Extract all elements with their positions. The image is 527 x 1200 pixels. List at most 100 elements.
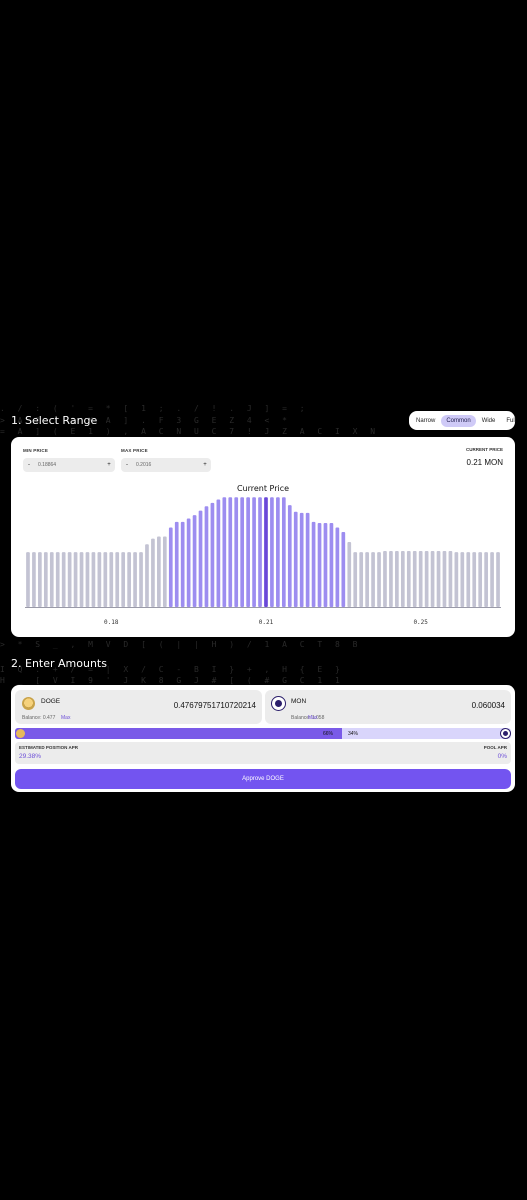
token-a-amount-input[interactable]: 0.47679751710720214 [173,701,256,710]
range-card: MIN PRICE - 0.18864 + MAX PRICE - 0.2016… [11,437,515,637]
token-b-max-button[interactable]: Max [308,715,318,721]
chart-bar [228,497,233,607]
chart-bar [430,551,435,607]
amount-card: DOGE 0.47679751710720214 Balance: 0.477 … [11,685,515,792]
token-b-amount-input[interactable]: 0.060034 [471,701,505,710]
chart-bar [192,515,197,607]
chart-bar [442,551,447,607]
matrix-row: . / : ( ' = * [ 1 ; . / ! . J ] = ; [0,404,309,413]
max-price-stepper: - 0.2016 + [121,458,211,472]
chart-bar [281,497,286,607]
chart-bar [389,551,393,607]
tab-narrow[interactable]: Narrow [416,417,436,424]
chart-bar [412,551,417,607]
min-price-increment-button[interactable]: + [107,462,111,468]
chart-bar [341,531,346,607]
max-price-label: MAX PRICE [121,448,148,453]
chart-bar [73,552,78,607]
tab-common[interactable]: Common [441,414,476,427]
chart-bar [460,552,465,607]
chart-bar [246,497,250,607]
chart-bar [61,552,66,607]
tab-wide[interactable]: Wide [481,417,496,424]
chart-bar [264,497,268,607]
chart-bar [377,552,381,607]
token-b-box[interactable]: MON 0.060034 Balance: 1.058 Max [265,690,511,724]
chart-title: Current Price [236,484,290,493]
max-price-decrement-button[interactable]: - [126,462,128,468]
chart-bar [383,551,387,607]
x-tick-label: 0.18 [104,619,119,626]
mon-icon [272,697,285,710]
chart-bar [240,497,245,607]
chart-bar [198,510,203,607]
chart-bar [305,512,310,607]
matrix-row: H _ [ V I 9 ' J K 8 G J # [ ( # G C 1 1 [0,676,344,685]
chart-bar [79,552,84,607]
min-price-input[interactable]: 0.18864 [38,462,57,468]
apr-row: ESTIMATED POSITION APR 29.38% POOL APR 0… [15,742,511,764]
ratio-right-percent: 34% [348,731,359,737]
max-price-increment-button[interactable]: + [203,462,207,468]
pool-apr-value: 0% [497,753,507,760]
chart-bar [478,552,483,607]
min-price-label: MIN PRICE [23,448,49,453]
chart-bar [38,552,42,607]
ratio-slider[interactable] [15,728,511,739]
chart-bar [293,511,298,607]
chart-bar [448,551,453,607]
chart-bar [168,527,173,607]
token-a-box[interactable]: DOGE 0.47679751710720214 Balance: 0.477 … [15,690,262,724]
chart-bar [400,551,405,607]
chart-bar [424,551,429,607]
chart-bar [151,538,155,607]
estimated-apr-value: 29.38% [19,753,42,760]
x-tick-label: 0.21 [258,619,274,626]
min-price-decrement-button[interactable]: - [28,462,30,468]
chart-bar [127,552,131,607]
tab-full[interactable]: Full [506,417,517,424]
chart-bar [490,552,494,607]
chart-bar [329,523,334,607]
chart-bar [115,552,120,607]
chart-bar [121,552,126,607]
chart-bar [26,552,30,607]
token-a-max-button[interactable]: Max [61,715,71,721]
chart-bar [103,552,108,607]
chart-bar [109,552,114,607]
chart-bar [311,521,316,607]
approve-button[interactable]: Approve DOGE [15,769,511,789]
chart-bar [49,552,54,607]
chart-bar [323,523,328,607]
chart-bar [234,497,239,607]
chart-bar [157,536,161,607]
range-preset-tabs: Narrow Common Wide Full [409,411,516,430]
chart-bar [204,506,209,607]
chart-bar [359,552,364,607]
chart-bar [365,552,369,607]
chart-bar [43,552,48,607]
section-title-enter-amounts: 2. Enter Amounts [11,657,107,670]
chart-bar [174,521,179,607]
chart-bar [454,552,459,607]
liquidity-chart[interactable] [11,477,515,612]
chart-bar [97,552,102,607]
chart-bar [55,552,60,607]
chart-bar [32,552,36,607]
ratio-left-percent: 66% [323,731,334,737]
token-b-symbol: MON [291,698,307,705]
chart-bar [335,527,340,607]
chart-bar [395,551,399,607]
chart-bar [484,552,488,607]
max-price-input[interactable]: 0.2016 [136,462,152,468]
chart-bar [139,552,143,607]
estimated-apr-label: ESTIMATED POSITION APR [19,745,79,750]
chart-bar [287,505,292,607]
chart-bar [353,552,358,607]
chart-bar [145,544,149,607]
chart-bar [186,518,191,607]
current-price-label: CURRENT PRICE [465,447,503,452]
chart-bar [436,551,441,607]
matrix-row: = A ] ( E 1 ) , A C N U C 7 ! J Z A C I … [0,427,380,436]
pool-apr-label: POOL APR [483,745,507,750]
